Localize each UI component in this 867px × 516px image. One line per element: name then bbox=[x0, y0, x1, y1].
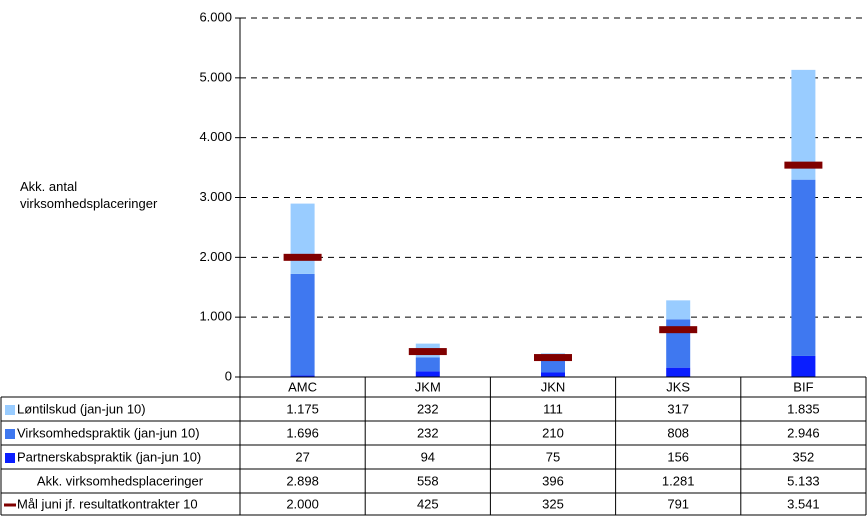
y-axis-label-box: Akk. antal virksomhedsplaceringer bbox=[20, 179, 158, 211]
bar-segment bbox=[791, 179, 816, 356]
legend-label: Partnerskabspraktik (jan-jun 10) bbox=[17, 449, 201, 464]
y-tick-label: 0 bbox=[225, 368, 232, 383]
table-cell: 808 bbox=[667, 425, 689, 440]
table-cell: 232 bbox=[417, 425, 439, 440]
bar-segment bbox=[290, 375, 315, 377]
x-tick-label: JKN bbox=[541, 379, 566, 394]
bar-segment bbox=[415, 371, 440, 377]
table-cell: 3.541 bbox=[787, 496, 820, 511]
legend-label: Virksomhedspraktik (jan-jun 10) bbox=[17, 425, 200, 440]
x-tick-label: JKS bbox=[666, 379, 690, 394]
y-tick-label: 3.000 bbox=[199, 189, 232, 204]
x-tick-label: BIF bbox=[793, 379, 813, 394]
bar-segment bbox=[666, 367, 691, 377]
legend-swatch bbox=[5, 405, 15, 415]
legend-swatch bbox=[4, 503, 16, 507]
target-marker bbox=[784, 161, 823, 169]
table-cell: 396 bbox=[542, 473, 564, 488]
legend-label: Akk. virksomhedsplaceringer bbox=[37, 473, 204, 488]
target-marker bbox=[283, 253, 322, 261]
target-marker bbox=[408, 348, 447, 356]
y-tick-label: 1.000 bbox=[199, 309, 232, 324]
table-cell: 1.175 bbox=[286, 401, 319, 416]
bar-segment bbox=[541, 372, 565, 377]
table-cell: 352 bbox=[793, 449, 815, 464]
bar-segment bbox=[791, 355, 816, 377]
table-cell: 1.835 bbox=[787, 401, 820, 416]
y-tick-label: 2.000 bbox=[199, 249, 232, 264]
table-cell: 2.000 bbox=[286, 496, 319, 511]
bar-segment bbox=[415, 357, 440, 372]
table-cell: 1.281 bbox=[662, 473, 695, 488]
y-axis-label: Akk. antal virksomhedsplaceringer bbox=[20, 179, 158, 211]
legend-swatch bbox=[5, 429, 15, 439]
y-tick-label: 6.000 bbox=[199, 9, 232, 24]
table-cell: 27 bbox=[295, 449, 309, 464]
table-cell: 156 bbox=[667, 449, 689, 464]
bar-segment bbox=[666, 300, 691, 320]
target-marker bbox=[534, 354, 572, 362]
y-tick-label: 5.000 bbox=[199, 69, 232, 84]
bar-segment bbox=[290, 203, 315, 274]
table-cell: 2.946 bbox=[787, 425, 820, 440]
table-cell: 317 bbox=[667, 401, 689, 416]
bar-segment bbox=[541, 359, 565, 373]
table-cell: 325 bbox=[542, 496, 564, 511]
bar-segment bbox=[791, 69, 816, 180]
table-cell: 210 bbox=[542, 425, 564, 440]
legend-label: Løntilskud (jan-jun 10) bbox=[17, 401, 146, 416]
table-cell: 425 bbox=[417, 496, 439, 511]
table-cell: 1.696 bbox=[286, 425, 319, 440]
table-cell: 5.133 bbox=[787, 473, 820, 488]
table-cell: 2.898 bbox=[286, 473, 319, 488]
x-tick-label: JKM bbox=[415, 379, 441, 394]
legend-swatch bbox=[5, 453, 15, 463]
bar-segment bbox=[290, 273, 315, 376]
legend-label: Mål juni jf. resultatkontrakter 10 bbox=[17, 496, 198, 511]
target-marker bbox=[659, 326, 698, 334]
table-cell: 75 bbox=[546, 449, 560, 464]
x-tick-label: AMC bbox=[288, 379, 317, 394]
table-cell: 94 bbox=[421, 449, 435, 464]
table-cell: 791 bbox=[667, 496, 689, 511]
table-cell: 232 bbox=[417, 401, 439, 416]
table-cell: 558 bbox=[417, 473, 439, 488]
y-tick-label: 4.000 bbox=[199, 129, 232, 144]
table-cell: 111 bbox=[543, 401, 563, 416]
